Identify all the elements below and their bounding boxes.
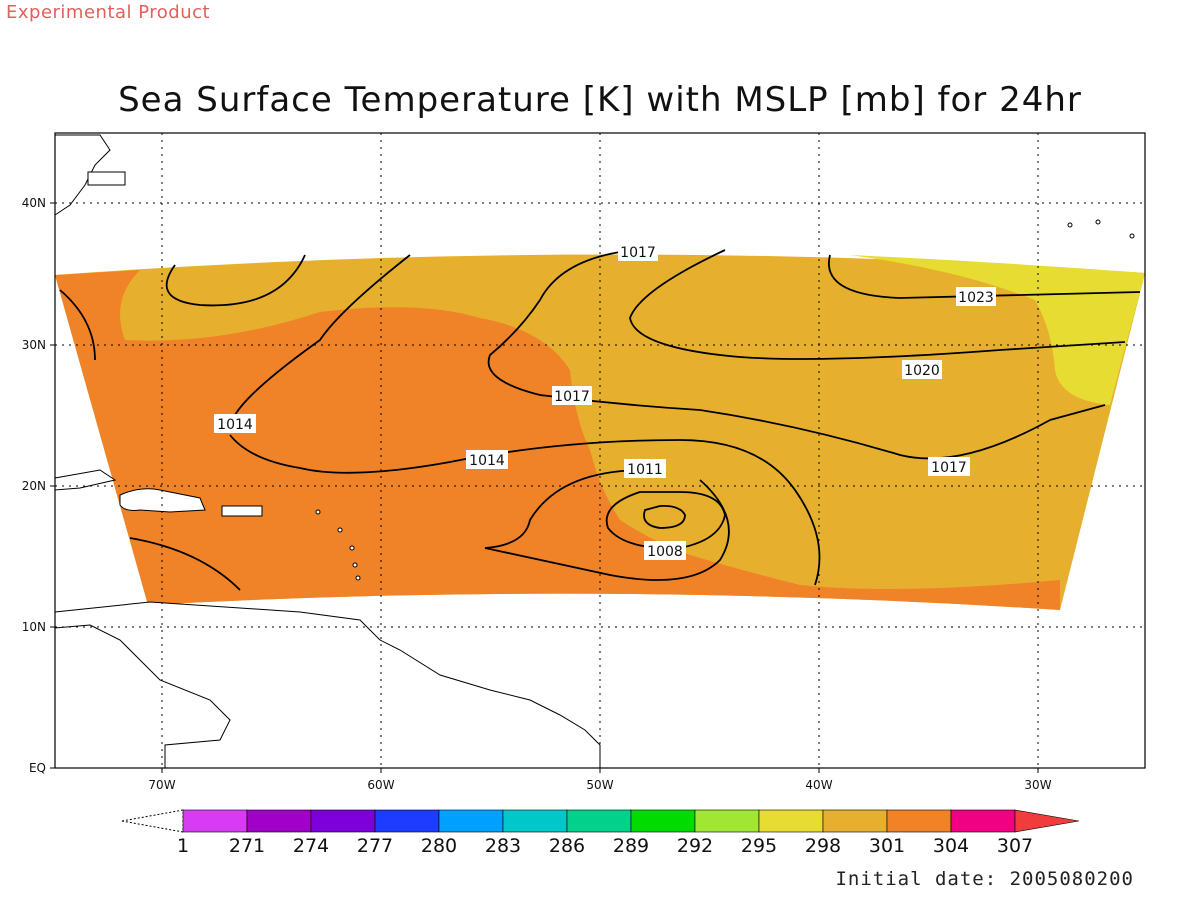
contour-label-4: 1017 xyxy=(552,386,592,405)
lesser-antilles-3 xyxy=(349,545,355,551)
colorbar-label: 295 xyxy=(741,835,777,857)
contour-labels: 1017 1023 1020 1017 1014 1014 1017 1011 … xyxy=(214,242,996,560)
lon-tick-label: 70W xyxy=(148,778,175,792)
colorbar-label: 289 xyxy=(613,835,649,857)
lesser-antilles-5 xyxy=(355,575,361,581)
contour-label-3-text: 1020 xyxy=(904,363,940,379)
contour-label-1-text: 1017 xyxy=(620,245,656,261)
cuba-east xyxy=(54,469,117,491)
mslp-contours xyxy=(59,249,1141,591)
contour-label-5: 1014 xyxy=(214,414,256,433)
colorbar-swatches xyxy=(182,809,1080,833)
lat-tick-label: 20N xyxy=(22,479,46,493)
colorbar-swatch xyxy=(950,809,1016,833)
isobar-1023-east xyxy=(828,254,1141,299)
colorbar-label: 1 xyxy=(177,835,189,857)
colorbar-swatch xyxy=(182,809,248,833)
sst-region-304-west xyxy=(55,270,1060,610)
colorbar-swatch xyxy=(374,809,440,833)
colorbar-swatch xyxy=(310,809,376,833)
contour-label-2-text: 1023 xyxy=(958,290,994,306)
lat-tick-label: 10N xyxy=(22,620,46,634)
isobar-1011 xyxy=(484,469,730,581)
colorbar-label: 283 xyxy=(485,835,521,857)
contour-label-6: 1014 xyxy=(466,450,508,469)
chart-title: Sea Surface Temperature [K] with MSLP [m… xyxy=(118,80,1082,120)
lon-tick-label: 40W xyxy=(805,778,832,792)
contour-label-5-text: 1014 xyxy=(217,417,253,433)
colorbar-swatch xyxy=(502,809,568,833)
colorbar-label: 277 xyxy=(357,835,393,857)
contour-label-4-text: 1017 xyxy=(554,389,590,405)
lon-tick-label: 30W xyxy=(1024,778,1051,792)
azores-1 xyxy=(1067,222,1073,228)
colorbar-swatch xyxy=(630,809,696,833)
colorbar-label: 301 xyxy=(869,835,905,857)
lesser-antilles-2 xyxy=(337,527,343,533)
colorbar-label: 271 xyxy=(229,835,265,857)
colorbar-low-arrow xyxy=(121,809,184,833)
new-england-box xyxy=(87,171,126,186)
colorbar-swatch xyxy=(566,809,632,833)
isobar-1017-main xyxy=(487,251,1106,460)
contour-label-7: 1017 xyxy=(928,457,970,476)
azores-2 xyxy=(1095,219,1101,225)
lon-axis: 70W 60W 50W 40W 30W xyxy=(148,778,1051,792)
puerto-rico xyxy=(221,505,263,517)
isobar-1014-sw xyxy=(129,537,241,591)
contour-label-2: 1023 xyxy=(956,287,996,306)
colorbar-swatch xyxy=(886,809,952,833)
lat-tick-label: EQ xyxy=(29,761,46,775)
colorbar-label: 292 xyxy=(677,835,713,857)
isobar-west-edge xyxy=(59,289,96,361)
lesser-antilles-1 xyxy=(315,509,321,515)
sst-region-298 xyxy=(850,255,1145,405)
isobar-inner-low xyxy=(643,505,686,529)
contour-label-1: 1017 xyxy=(618,242,658,261)
south-america-coast xyxy=(54,601,601,769)
initial-date: Initial date: 2005080200 xyxy=(835,868,1134,890)
colorbar-label: 304 xyxy=(933,835,969,857)
experimental-product-badge: Experimental Product xyxy=(6,2,211,23)
isobar-1017-north xyxy=(234,254,411,416)
colorbar-swatch xyxy=(694,809,760,833)
contour-label-9: 1008 xyxy=(644,541,686,560)
colorbar-high-arrow xyxy=(1014,809,1080,833)
colorbar-label: 307 xyxy=(997,835,1033,857)
isobar-1023-west xyxy=(165,254,306,307)
contour-label-8: 1011 xyxy=(624,459,666,478)
isobar-1014-west xyxy=(229,434,821,586)
contour-label-6-text: 1014 xyxy=(469,453,505,469)
colorbar-swatch xyxy=(758,809,824,833)
axis-ticks xyxy=(50,202,1039,773)
contour-label-7-text: 1017 xyxy=(931,460,967,476)
colorbar-label: 286 xyxy=(549,835,585,857)
azores-3 xyxy=(1129,233,1135,239)
lat-axis: 40N 30N 20N 10N EQ xyxy=(22,196,46,775)
colorbar-label: 280 xyxy=(421,835,457,857)
contour-label-9-text: 1008 xyxy=(647,544,683,560)
colorbar-swatch xyxy=(438,809,504,833)
colorbar: 1 271 274 277 280 283 286 289 292 295 298 301 304 307 xyxy=(121,809,1080,857)
colorbar-swatch xyxy=(822,809,888,833)
grid-lines xyxy=(55,133,1145,768)
lat-tick-label: 30N xyxy=(22,338,46,352)
colorbar-labels: 1 271 274 277 280 283 286 289 292 295 298 301 304 307 xyxy=(177,835,1033,857)
lesser-antilles-4 xyxy=(352,562,358,568)
sst-field xyxy=(55,254,1145,610)
lon-tick-label: 60W xyxy=(367,778,394,792)
colorbar-swatch xyxy=(246,809,312,833)
lat-tick-label: 40N xyxy=(22,196,46,210)
land-masses xyxy=(54,134,1135,769)
colorbar-label: 298 xyxy=(805,835,841,857)
hispaniola xyxy=(119,488,206,513)
isobar-1020 xyxy=(629,249,1126,360)
lon-tick-label: 50W xyxy=(586,778,613,792)
contour-label-3: 1020 xyxy=(902,360,942,379)
colorbar-label: 274 xyxy=(293,835,329,857)
contour-label-8-text: 1011 xyxy=(627,462,663,478)
